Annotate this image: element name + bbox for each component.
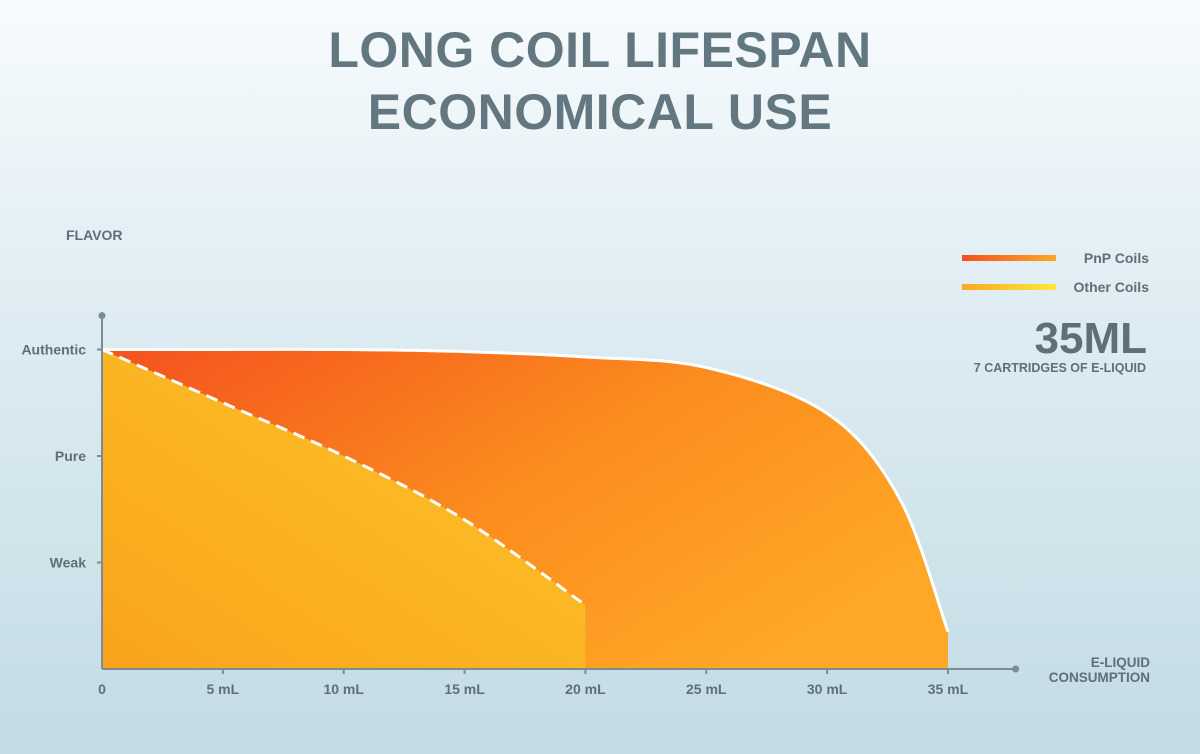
x-tick-label: 20 mL <box>565 681 606 697</box>
legend-swatch-pnp-coils <box>962 255 1056 261</box>
legend: PnP Coils Other Coils <box>962 250 1149 295</box>
x-tick-group: 0 5 mL 10 mL 15 mL 20 mL 25 mL 30 mL 35 mL <box>98 669 969 697</box>
chart-title-line-1: LONG COIL LIFESPAN <box>328 22 872 78</box>
y-axis-label: FLAVOR <box>66 227 123 243</box>
x-tick-label: 5 mL <box>207 681 240 697</box>
y-tick-group: Authentic Pure Weak <box>21 342 102 571</box>
x-tick-label: 0 <box>98 681 106 697</box>
legend-label-other-coils: Other Coils <box>1074 279 1150 295</box>
legend-label-pnp-coils: PnP Coils <box>1084 250 1149 266</box>
x-axis-end-dot <box>1012 665 1020 673</box>
legend-swatch-other-coils <box>962 284 1056 290</box>
y-axis-end-dot <box>98 312 106 320</box>
x-axis-label-line-1: E-LIQUID <box>1091 655 1150 670</box>
annotation-value: 35ML <box>1035 314 1147 363</box>
y-tick-label: Weak <box>50 555 87 571</box>
x-axis-label-line-2: CONSUMPTION <box>1049 670 1150 685</box>
y-tick-label: Pure <box>55 448 86 464</box>
series-pnp-coils-edge <box>102 347 950 633</box>
x-tick-label: 35 mL <box>928 681 969 697</box>
x-tick-label: 15 mL <box>444 681 485 697</box>
y-tick-label: Authentic <box>21 342 86 358</box>
chart-title-line-2: ECONOMICAL USE <box>367 84 833 140</box>
series-other-coils-edge <box>101 348 587 607</box>
annotation-caption: 7 CARTRIDGES OF E-LIQUID <box>974 361 1146 375</box>
series-other-coils-area <box>102 349 586 669</box>
x-tick-label: 10 mL <box>323 681 364 697</box>
x-tick-label: 25 mL <box>686 681 727 697</box>
x-tick-label: 30 mL <box>807 681 848 697</box>
